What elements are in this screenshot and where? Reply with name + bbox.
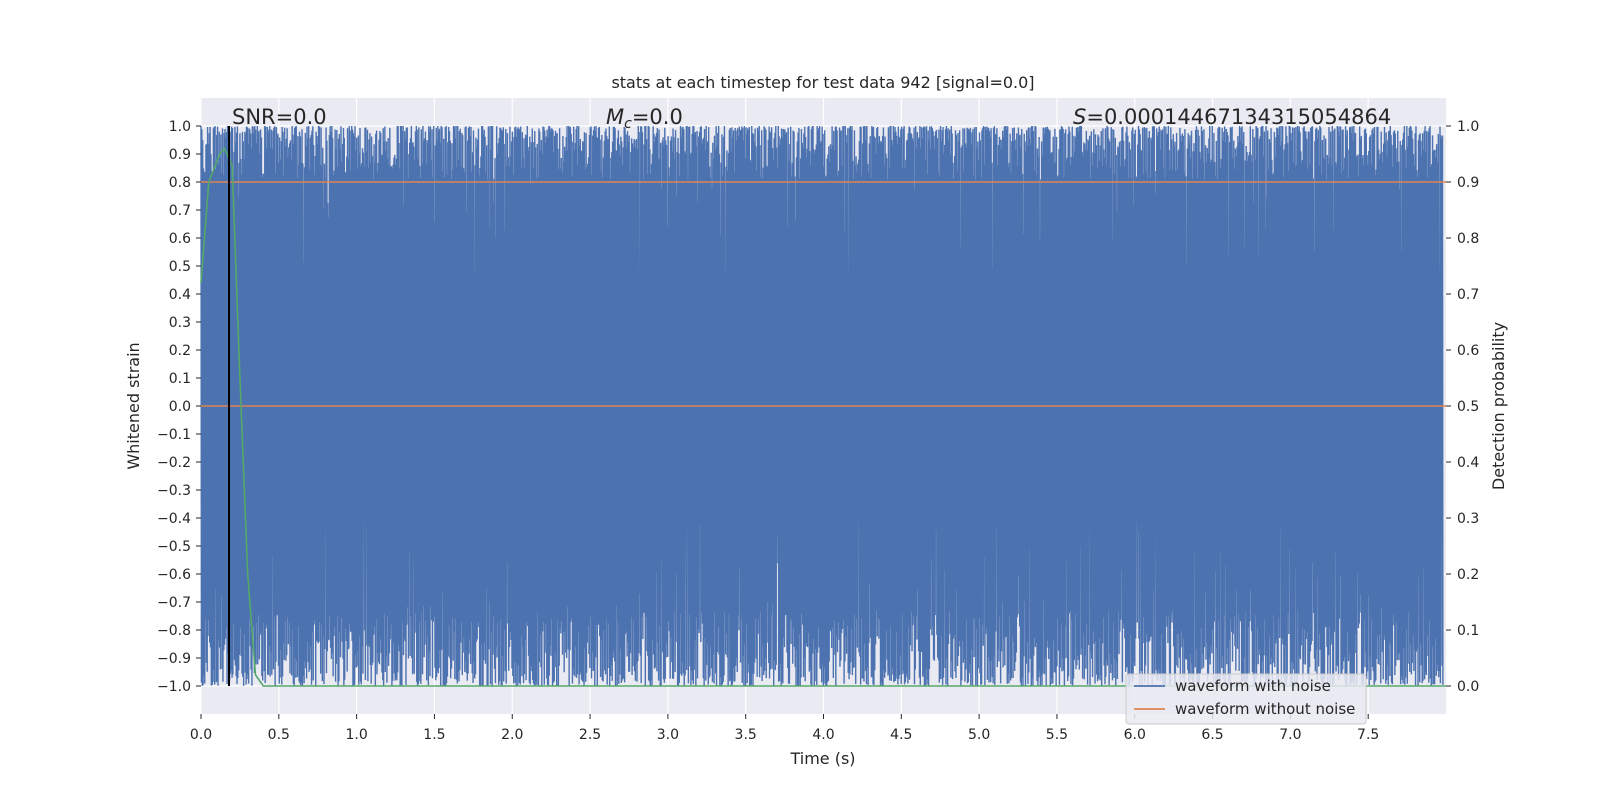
y-tick-label: −0.6 bbox=[157, 567, 191, 583]
clean-series bbox=[200, 126, 1446, 687]
x-tick-label: 6.5 bbox=[1201, 727, 1223, 743]
x-tick-label: 3.5 bbox=[735, 727, 757, 743]
s-annotation: S=0.00014467134315054864 bbox=[1073, 105, 1391, 129]
x-tick-label: 4.5 bbox=[890, 727, 912, 743]
y-tick-label: −1.0 bbox=[157, 679, 191, 695]
x-tick-label: 1.0 bbox=[345, 727, 367, 743]
y-tick-label: 0.6 bbox=[169, 231, 191, 247]
legend: waveform with noise waveform without noi… bbox=[1125, 673, 1367, 725]
y2-axis-label: Detection probability bbox=[1489, 322, 1508, 490]
y2-tick-label: 0.1 bbox=[1457, 623, 1479, 639]
y-tick-label: 0.2 bbox=[169, 343, 191, 359]
snr-annotation: SNR=0.0 bbox=[232, 105, 327, 129]
noise-waveform-line bbox=[200, 125, 1444, 687]
y-tick-label: −0.5 bbox=[157, 539, 191, 555]
y2-tick-label: 0.3 bbox=[1457, 511, 1479, 527]
x-tick-label: 4.0 bbox=[812, 727, 834, 743]
y-tick-label: −0.7 bbox=[157, 595, 191, 611]
y2-tick-label: 0.5 bbox=[1457, 399, 1479, 415]
y-tick-label: −0.1 bbox=[157, 427, 191, 443]
x-axis-ticks: 0.0 0.5 1.0 1.5 2.0 2.5 3.0 3.5 4.0 4.5 5.0 5.5 6.0 6… bbox=[190, 714, 1379, 743]
x-tick-label: 1.5 bbox=[423, 727, 445, 743]
y-tick-label: 0.0 bbox=[169, 399, 191, 415]
y-axis-ticks: 1.0 0.9 0.8 0.7 0.6 0.5 0.4 0.3 0.2 0.1 0.0 −0.1 −0.… bbox=[157, 119, 201, 695]
x-tick-label: 2.5 bbox=[579, 727, 601, 743]
x-tick-label: 5.5 bbox=[1046, 727, 1068, 743]
x-tick-label: 7.0 bbox=[1279, 727, 1301, 743]
y2-tick-label: 1.0 bbox=[1457, 119, 1479, 135]
x-tick-label: 0.0 bbox=[190, 727, 212, 743]
y-axis-label: Whitened strain bbox=[124, 342, 143, 469]
chirp-mass-annotation: Mc=0.0 bbox=[606, 105, 683, 132]
legend-label-noise: waveform with noise bbox=[1175, 677, 1331, 695]
y-tick-label: −0.4 bbox=[157, 511, 191, 527]
y-tick-label: 0.1 bbox=[169, 371, 191, 387]
x-tick-label: 2.0 bbox=[501, 727, 523, 743]
y2-tick-label: 0.8 bbox=[1457, 231, 1479, 247]
y2-tick-label: 0.2 bbox=[1457, 567, 1479, 583]
y-tick-label: 0.7 bbox=[169, 203, 191, 219]
x-tick-label: 3.0 bbox=[657, 727, 679, 743]
x-tick-label: 0.5 bbox=[268, 727, 290, 743]
x-tick-label: 6.0 bbox=[1124, 727, 1146, 743]
y-tick-label: −0.8 bbox=[157, 623, 191, 639]
series-line-3 bbox=[200, 146, 1446, 687]
noise-waveform bbox=[200, 125, 1444, 687]
y-tick-label: 0.9 bbox=[169, 147, 191, 163]
y2-tick-label: 0.4 bbox=[1457, 455, 1479, 471]
x-tick-label: 7.5 bbox=[1357, 727, 1379, 743]
y-tick-label: 0.5 bbox=[169, 259, 191, 275]
y-tick-label: 0.4 bbox=[169, 287, 191, 303]
x-axis-label: Time (s) bbox=[789, 749, 855, 768]
y-tick-label: 1.0 bbox=[169, 119, 191, 135]
y-tick-label: −0.9 bbox=[157, 651, 191, 667]
y-tick-label: −0.2 bbox=[157, 455, 191, 471]
legend-box bbox=[1125, 673, 1367, 725]
y2-tick-label: 0.7 bbox=[1457, 287, 1479, 303]
legend-label-clean: waveform without noise bbox=[1175, 700, 1355, 718]
chart-title: stats at each timestep for test data 942… bbox=[611, 73, 1034, 92]
y2-tick-label: 0.0 bbox=[1457, 679, 1479, 695]
y2-axis-ticks: 1.0 0.9 0.8 0.7 0.6 0.5 0.4 0.3 0.2 0.1 0.0 bbox=[1446, 119, 1479, 695]
y-tick-label: 0.3 bbox=[169, 315, 191, 331]
y-tick-label: −0.3 bbox=[157, 483, 191, 499]
y-tick-label: 0.8 bbox=[169, 175, 191, 191]
y2-tick-label: 0.9 bbox=[1457, 175, 1479, 191]
x-tick-label: 5.0 bbox=[968, 727, 990, 743]
y2-tick-label: 0.6 bbox=[1457, 343, 1479, 359]
